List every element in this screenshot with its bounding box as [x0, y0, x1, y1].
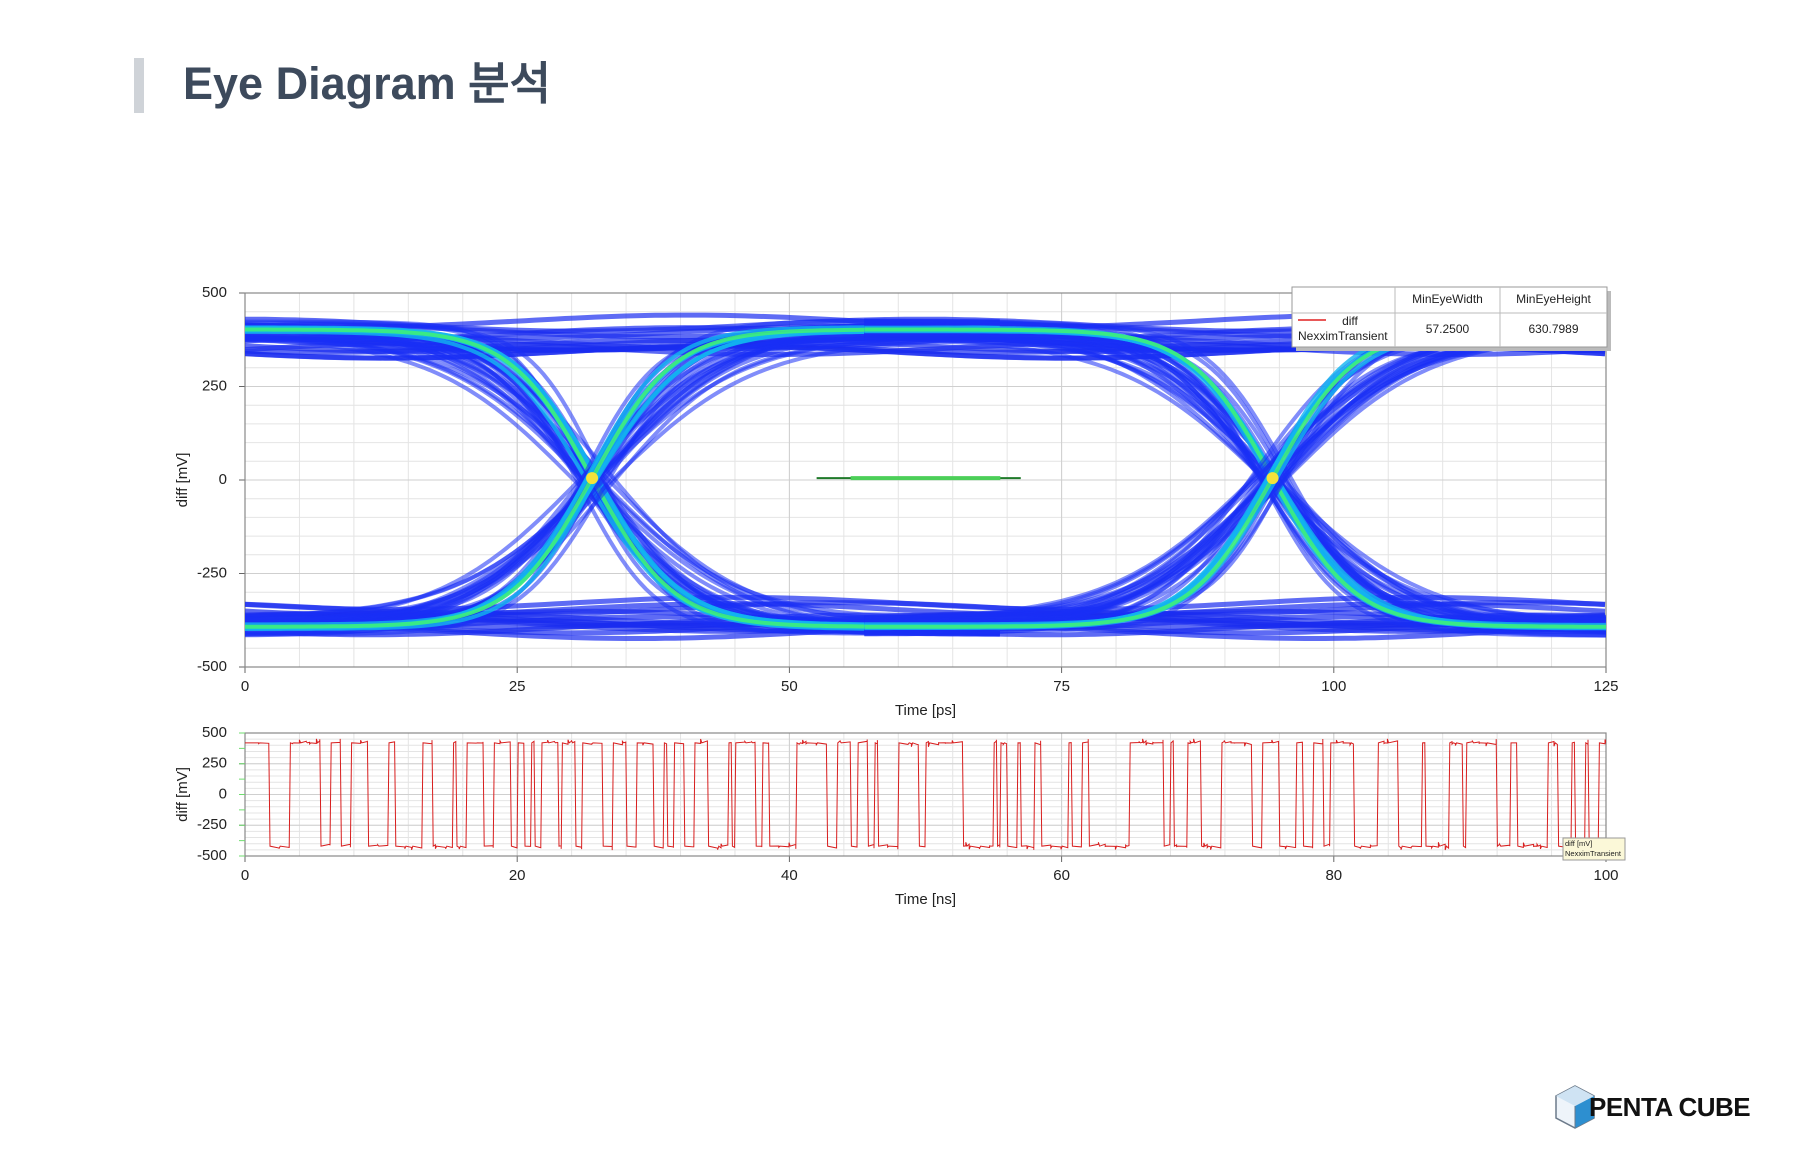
y-axis-label: diff [mV] — [174, 453, 191, 508]
y-tick-label: 0 — [219, 471, 227, 488]
marker-box — [1562, 837, 1626, 861]
legend-table — [1291, 286, 1608, 348]
x-tick-label: 125 — [1593, 678, 1618, 695]
waveform-line — [245, 738, 1606, 851]
eye-trace — [245, 335, 1000, 637]
title-bar — [134, 58, 144, 113]
logo-text: PENTA CUBE — [1589, 1092, 1750, 1122]
eye-crossing — [1266, 472, 1279, 485]
eye-crossing — [586, 472, 599, 485]
slide-title: Eye Diagram 분석 — [183, 58, 551, 109]
eye-chart: 0 25 50 75 100 125 500 250 0 -250 -500 Time [ps] dif… — [174, 284, 1619, 719]
waveform-trace — [245, 738, 1606, 851]
x-tick-label: 50 — [781, 678, 798, 695]
marker-label: NexximTransient — [1565, 849, 1622, 858]
x-tick-label: 80 — [1325, 867, 1342, 884]
x-tick-label: 20 — [509, 867, 526, 884]
x-tick-label: 0 — [241, 678, 249, 695]
y-tick-label: -500 — [197, 847, 227, 864]
legend-name: diff — [1342, 314, 1358, 328]
plot-frame — [244, 292, 1607, 668]
x-tick-label: 40 — [781, 867, 798, 884]
measurement-value: 630.7989 — [1528, 322, 1578, 336]
marker-label: diff [mV] — [1565, 839, 1592, 848]
x-tick-label: 25 — [509, 678, 526, 695]
y-tick-label: 250 — [202, 377, 227, 394]
x-tick-label: 75 — [1053, 678, 1070, 695]
logo: PENTA CUBE — [1555, 1085, 1751, 1129]
x-tick-label: 100 — [1321, 678, 1346, 695]
y-tick-label: 500 — [202, 724, 227, 741]
x-tick-label: 0 — [241, 867, 249, 884]
x-axis-label: Time [ps] — [895, 702, 956, 719]
y-tick-label: 500 — [202, 284, 227, 301]
y-tick-label: -250 — [197, 816, 227, 833]
x-tick-label: 100 — [1593, 867, 1618, 884]
column-header: MinEyeWidth — [1412, 292, 1483, 306]
y-axis-label: diff [mV] — [174, 767, 191, 822]
column-header: MinEyeHeight — [1516, 292, 1591, 306]
eye-trace — [245, 329, 1000, 631]
x-tick-label: 60 — [1053, 867, 1070, 884]
y-tick-label: 250 — [202, 755, 227, 772]
measurement-value: 57.2500 — [1426, 322, 1470, 336]
y-tick-label: -250 — [197, 564, 227, 581]
legend-source: NexximTransient — [1298, 329, 1388, 343]
y-tick-label: 0 — [219, 785, 227, 802]
y-tick-label: -500 — [197, 658, 227, 675]
eye-trace — [245, 325, 1000, 627]
x-axis-label: Time [ns] — [895, 891, 956, 908]
eye-traces — [245, 312, 1606, 641]
waveform-chart: 0 20 40 60 80 100 500 250 0 -250 -500 Time [ns] diff… — [174, 724, 1626, 908]
